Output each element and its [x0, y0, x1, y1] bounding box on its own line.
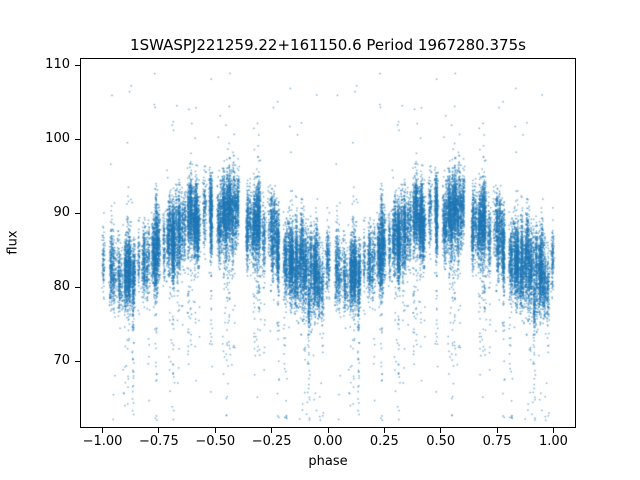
x-axis-label: phase: [308, 454, 348, 469]
y-tick-mark: [75, 138, 80, 140]
chart-title: 1SWASPJ221259.22+161150.6 Period 1967280…: [130, 36, 526, 54]
x-tick-label: 0.00: [313, 434, 343, 449]
y-tick-mark: [75, 360, 80, 362]
x-tick-mark: [327, 428, 329, 433]
y-tick-label: 100: [45, 131, 70, 147]
y-tick-mark: [75, 64, 80, 66]
y-axis-label: flux: [5, 230, 21, 255]
x-tick-label: −0.50: [195, 434, 236, 449]
x-tick-label: 0.75: [482, 434, 512, 449]
x-tick-mark: [496, 428, 498, 433]
x-tick-mark: [383, 428, 385, 433]
x-tick-mark: [158, 428, 160, 433]
y-tick-mark: [75, 286, 80, 288]
y-tick-mark: [75, 212, 80, 214]
x-tick-label: 0.50: [426, 434, 456, 449]
x-tick-mark: [271, 428, 273, 433]
y-tick-label: 70: [53, 353, 70, 369]
x-tick-mark: [214, 428, 216, 433]
y-tick-label: 80: [53, 279, 70, 295]
x-tick-mark: [440, 428, 442, 433]
x-tick-label: −1.00: [82, 434, 123, 449]
y-tick-label: 110: [45, 57, 70, 73]
scatter-points-canvas: [80, 58, 576, 428]
x-tick-label: −0.25: [251, 434, 292, 449]
x-tick-label: −0.75: [138, 434, 179, 449]
x-tick-label: 1.00: [538, 434, 568, 449]
y-tick-label: 90: [53, 205, 70, 221]
x-tick-mark: [552, 428, 554, 433]
x-tick-mark: [102, 428, 104, 433]
x-tick-label: 0.25: [369, 434, 399, 449]
